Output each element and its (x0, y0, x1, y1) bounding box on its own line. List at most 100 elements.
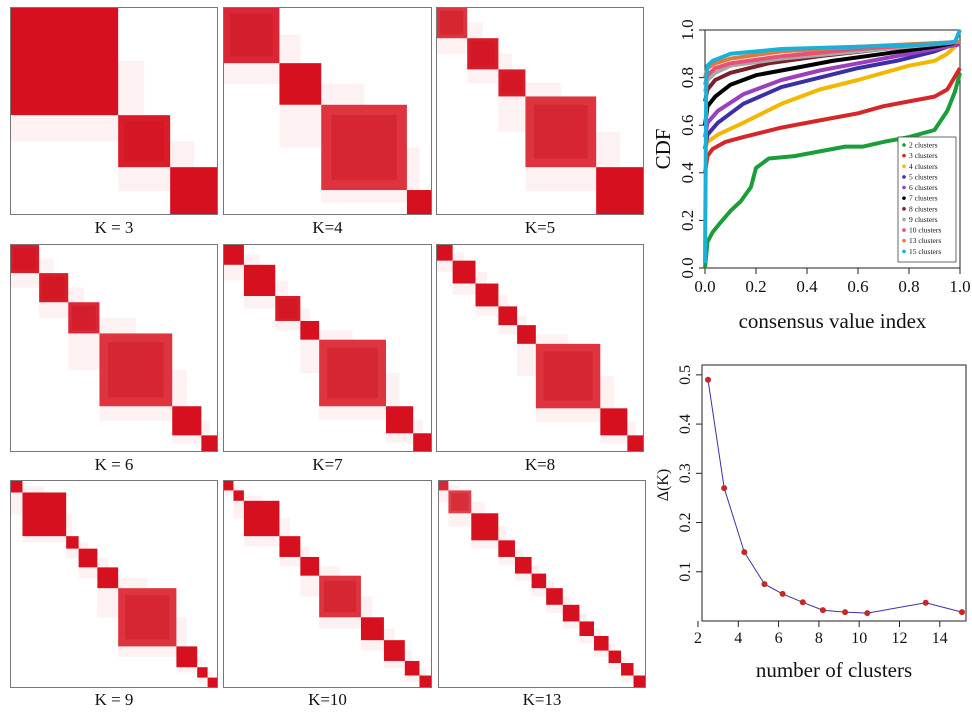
heatmap-offdiag (68, 333, 100, 370)
heatmap-offdiag (66, 548, 79, 558)
heatmap-offdiag (452, 252, 465, 261)
heatmap-cluster-block (498, 69, 526, 97)
x-tick-label: 14 (932, 630, 948, 647)
heatmap-cluster-block (68, 302, 100, 334)
cdf-series-line (703, 72, 962, 269)
heatmap-offdiag (475, 272, 487, 284)
x-tick-label: 1.0 (949, 277, 970, 296)
heatmap-offdiag (243, 296, 276, 309)
heatmap-caption: K=13 (522, 690, 562, 709)
cdf-plot: 0.0 0.2 0.4 0.6 0.8 1.0 0.0 0.2 0.4 0.6 0.8 1.0 cons… (651, 19, 971, 333)
heatmap-offdiag (386, 433, 414, 443)
legend-label: 10 clusters (909, 226, 941, 235)
heatmap-cluster-block (22, 492, 67, 537)
heatmap-matrix (10, 244, 218, 452)
heatmap-cluster-block (201, 435, 218, 452)
heatmap-cluster-block (579, 621, 594, 636)
heatmap-offdiag (233, 485, 239, 491)
heatmap-block-core (13, 247, 36, 270)
heatmap-offdiag (97, 588, 119, 618)
heatmap-cluster-block (207, 677, 218, 688)
y-axis-label: CDF (651, 129, 675, 170)
heatmap-offdiag (10, 115, 119, 142)
heatmap-cluster-block (279, 63, 322, 105)
heatmap-offdiag (68, 287, 84, 303)
cdf-series-line (703, 40, 961, 150)
delta-point (922, 599, 929, 606)
heatmap-offdiag (498, 96, 526, 132)
heatmap-cluster-block (386, 406, 414, 434)
heatmap-offdiag (223, 490, 234, 496)
heatmap-cluster-block (383, 640, 405, 661)
legend-marker (902, 207, 906, 211)
legend-label: 13 clusters (909, 236, 941, 245)
heatmap-offdiag (517, 343, 536, 377)
heatmap-cluster-block (170, 167, 218, 215)
heatmap-offdiag (319, 566, 341, 576)
heatmap-cluster-block (243, 500, 280, 537)
heatmap-offdiag (300, 546, 310, 557)
heatmap-matrix (10, 7, 218, 215)
heatmap-offdiag (275, 320, 301, 331)
heatmap-cluster-block (319, 339, 387, 407)
legend-label: 2 clusters (909, 141, 938, 150)
y-tick-label: 0.4 (678, 162, 697, 184)
heatmap-offdiag (243, 536, 280, 547)
heatmap-cluster-block (300, 320, 320, 340)
heatmap-caption: K=4 (312, 218, 343, 237)
y-axis-label: Δ(K) (655, 469, 672, 502)
heatmap-cluster-block (436, 7, 468, 39)
heatmap-cluster-block (319, 575, 361, 618)
heatmap-offdiag (300, 575, 320, 597)
heatmap-offdiag (22, 536, 67, 543)
heatmap-cluster-block (223, 480, 234, 491)
heatmap-cluster-block (10, 7, 119, 116)
heatmap-offdiag (99, 317, 136, 334)
heatmap-cluster-block (498, 306, 518, 326)
heatmap-frame (223, 244, 432, 452)
y-tick-label: 0.5 (677, 365, 694, 385)
heatmap-offdiag (360, 596, 373, 618)
heatmap-caption: K=8 (524, 455, 556, 474)
heatmap-offdiag (535, 334, 569, 344)
heatmap-block-core (324, 580, 356, 613)
heatmap-cluster-block (275, 296, 301, 321)
heatmap-matrix (10, 480, 218, 688)
x-tick-label: 4 (734, 630, 742, 647)
delta-point (864, 610, 871, 617)
heatmap-offdiag (383, 660, 405, 669)
heatmap-offdiag (386, 372, 400, 407)
heatmap-block-core (229, 13, 273, 57)
heatmap-offdiag (404, 650, 413, 661)
heatmap-offdiag (579, 613, 587, 622)
heatmap-matrix (436, 7, 644, 215)
heatmap-offdiag (475, 306, 499, 316)
legend-label: 4 clusters (909, 162, 938, 171)
heatmap-offdiag (517, 315, 527, 326)
heatmap-cluster-block (608, 650, 622, 664)
heatmap-cluster-block (633, 675, 646, 688)
cdf-series-line (703, 42, 961, 138)
heatmap-frame (10, 480, 218, 688)
heatmap-offdiag (10, 273, 40, 288)
heatmap-cluster-block (223, 244, 244, 265)
heatmap-offdiag (514, 573, 532, 581)
legend-label: 3 clusters (909, 151, 938, 160)
heatmap-cluster-block (448, 490, 472, 514)
delta-point (741, 549, 748, 556)
cdf-series-line (703, 40, 962, 150)
heatmap-offdiag (562, 596, 572, 605)
delta-point (799, 599, 806, 606)
heatmap-offdiag (471, 501, 485, 514)
heatmap-cluster-block (404, 660, 420, 676)
heatmap-cluster-block (406, 190, 432, 215)
legend-marker (902, 185, 906, 190)
heatmap-offdiag (170, 141, 195, 168)
heatmap-cluster-block (413, 433, 432, 452)
heatmap-cluster-block (66, 536, 79, 549)
heatmap-offdiag (118, 61, 145, 116)
y-tick-label: 0.2 (677, 513, 694, 533)
delta-plot-area (701, 364, 967, 622)
heatmap-offdiag (201, 420, 210, 436)
